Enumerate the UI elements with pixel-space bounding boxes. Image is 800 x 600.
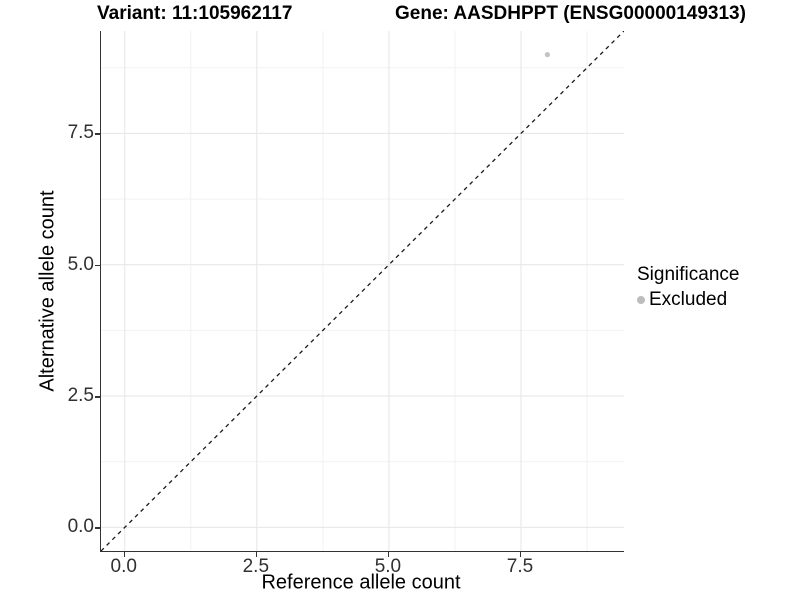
legend-title: Significance: [637, 264, 740, 285]
y-axis-tick-mark: [95, 527, 100, 529]
y-axis-tick-mark: [95, 133, 100, 135]
legend: Significance Excluded: [637, 264, 739, 311]
legend-item-label: Excluded: [649, 289, 728, 310]
x-axis-tick-mark: [387, 552, 390, 557]
y-axis-tick-label: 0.0: [67, 516, 94, 538]
x-axis-tick-mark: [255, 552, 258, 557]
x-axis-tick-label: 2.5: [242, 556, 270, 577]
plot-canvas: [101, 31, 624, 551]
x-axis-title: Reference allele count: [261, 571, 461, 594]
plot-title-variant: Variant: 11:105962117: [97, 3, 293, 24]
plot-title-gene: Gene: AASDHPPT (ENSG00000149313): [395, 3, 746, 24]
y-axis-tick-mark: [95, 396, 100, 398]
x-axis-tick-label: 7.5: [506, 556, 534, 577]
x-axis-tick-mark: [123, 552, 126, 557]
y-axis-title: Alternative allele count: [36, 190, 59, 392]
x-axis-tick-label: 5.0: [374, 556, 402, 577]
data-point: [544, 52, 550, 58]
legend-item-excluded: Excluded: [637, 289, 739, 311]
y-axis-tick-mark: [95, 264, 100, 267]
legend-dot-icon: [637, 296, 645, 304]
y-axis-tick-label: 7.5: [67, 122, 94, 144]
x-axis-tick-label: 0.0: [110, 556, 137, 577]
plot-panel: [100, 31, 624, 552]
y-axis-tick-label: 2.5: [67, 385, 94, 407]
x-axis-tick-mark: [519, 552, 522, 557]
identity-dashed-line: [101, 31, 624, 551]
y-axis-tick-label: 5.0: [67, 253, 94, 275]
